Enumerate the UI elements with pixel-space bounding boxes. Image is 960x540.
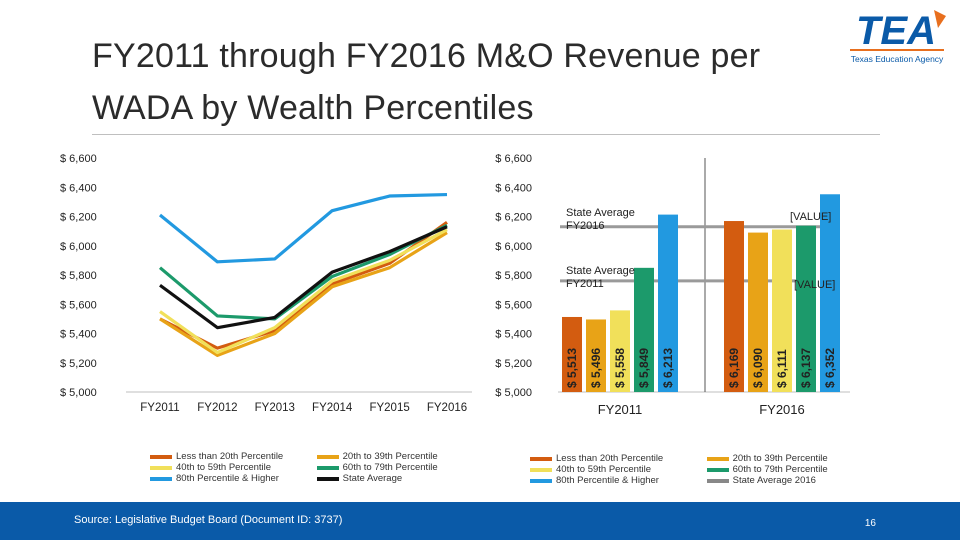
value-placeholder-2016: [VALUE] — [790, 211, 831, 223]
legend-swatch — [530, 456, 552, 461]
y-tick-label: $ 6,200 — [495, 212, 532, 224]
y-tick-label: $ 5,600 — [60, 299, 97, 311]
legend-swatch — [530, 478, 552, 483]
legend-swatch — [706, 456, 729, 461]
state-average-2011-label: State Average FY2011 — [566, 265, 635, 290]
series-line-lt20 — [159, 221, 448, 350]
bar-value-label: $ 6,352 — [823, 348, 837, 388]
legend-item: State Average 2016 — [706, 475, 828, 486]
tea-logo: TEA Texas Education Agency — [850, 9, 946, 64]
legend-swatch — [530, 467, 552, 472]
legend-item: Less than 20th Percentile — [530, 453, 704, 464]
y-tick-label: $ 5,400 — [60, 329, 97, 341]
x-tick-label: FY2014 — [312, 402, 353, 414]
legend-item: 60th to 79th Percentile — [706, 464, 828, 475]
x-tick-label: FY2012 — [197, 402, 237, 414]
y-tick-label: $ 5,800 — [60, 270, 97, 282]
legend-swatch — [706, 478, 729, 483]
y-tick-label: $ 6,400 — [60, 182, 97, 194]
y-tick-label: $ 6,000 — [60, 241, 97, 253]
bar-chart-legend: Less than 20th Percentile 40th to 59th P… — [530, 453, 828, 486]
legend-item: 40th to 59th Percentile — [530, 464, 704, 475]
x-tick-label: FY2015 — [369, 402, 409, 414]
legend-swatch — [316, 465, 339, 470]
group-label: FY2011 — [598, 402, 643, 417]
y-tick-label: $ 5,400 — [495, 329, 532, 341]
line-chart-legend: Less than 20th Percentile 40th to 59th P… — [150, 451, 438, 484]
bar-FY2011-p40_59 — [610, 310, 630, 392]
source-note: Source: Legislative Budget Board (Docume… — [74, 514, 343, 526]
bar-FY2016-lt20 — [724, 221, 744, 392]
y-tick-label: $ 5,800 — [495, 270, 532, 282]
legend-item: 80th Percentile & Higher — [530, 475, 704, 486]
series-line-p20_39 — [159, 231, 448, 358]
title-divider — [92, 134, 880, 135]
legend-swatch — [706, 467, 729, 472]
state-average-2016-label: State Average FY2016 — [566, 207, 635, 232]
bar-FY2011-p20_39 — [586, 319, 606, 392]
bar-value-label: $ 6,213 — [661, 348, 675, 388]
page-title: FY2011 through FY2016 M&O Revenue per WA… — [92, 37, 761, 127]
x-tick-label: FY2016 — [427, 402, 467, 414]
bar-value-label: $ 6,111 — [775, 349, 789, 388]
bar-value-label: $ 6,169 — [727, 348, 741, 388]
legend-item: 40th to 59th Percentile — [150, 462, 314, 473]
legend-item: State Average — [316, 473, 438, 484]
y-tick-label: $ 5,200 — [60, 358, 97, 370]
bar-FY2016-p40_59 — [772, 229, 792, 392]
y-tick-label: $ 6,000 — [495, 241, 532, 253]
y-tick-label: $ 5,200 — [495, 358, 532, 370]
legend-swatch — [316, 454, 339, 459]
series-line-p80 — [158, 192, 448, 264]
y-tick-label: $ 5,000 — [495, 387, 532, 399]
bar-FY2016-p60_79 — [796, 225, 816, 392]
footer-bar: Source: Legislative Budget Board (Docume… — [0, 502, 960, 540]
legend-item: 20th to 39th Percentile — [706, 453, 828, 464]
bar-FY2016-p20_39 — [748, 232, 768, 392]
x-tick-label: FY2011 — [140, 402, 179, 414]
y-tick-label: $ 6,600 — [60, 153, 97, 165]
bar-value-label: $ 5,849 — [637, 348, 651, 388]
logo-flag-icon — [934, 10, 946, 28]
x-tick-label: FY2013 — [255, 402, 295, 414]
bar-chart: $ 5,000 $ 5,200 $ 5,400 $ 5,600 $ 5,800 $ 6,0… — [495, 153, 850, 417]
bar-value-label: $ 5,558 — [613, 348, 627, 388]
bar-FY2016-p80 — [820, 194, 840, 392]
value-placeholder-2011: [VALUE] — [794, 279, 835, 291]
y-tick-label: $ 5,600 — [495, 299, 532, 311]
logo-word: TEA — [856, 9, 936, 53]
page-number: 16 — [864, 518, 876, 529]
series-line-p40_59 — [159, 228, 448, 355]
legend-swatch — [150, 454, 172, 459]
line-chart: $ 5,000 $ 5,200 $ 5,400 $ 5,600 $ 5,800 $ 6,0… — [60, 153, 472, 414]
bar-value-label: $ 5,496 — [589, 348, 603, 388]
legend-swatch — [150, 476, 172, 481]
legend-item: 60th to 79th Percentile — [316, 462, 438, 473]
bar-FY2011-p60_79 — [634, 267, 654, 392]
y-tick-label: $ 6,400 — [495, 182, 532, 194]
bar-value-label: $ 6,090 — [751, 348, 765, 388]
legend-swatch — [316, 476, 339, 481]
logo-subtitle: Texas Education Agency — [851, 54, 944, 64]
y-tick-label: $ 5,000 — [60, 387, 97, 399]
group-label: FY2016 — [759, 402, 805, 417]
legend-item: Less than 20th Percentile — [150, 451, 314, 462]
bar-FY2011-p80 — [658, 214, 678, 392]
y-tick-label: $ 6,600 — [495, 153, 532, 165]
legend-item: 20th to 39th Percentile — [316, 451, 438, 462]
legend-swatch — [150, 465, 172, 470]
y-tick-label: $ 6,200 — [60, 212, 97, 224]
bar-FY2011-lt20 — [562, 316, 582, 392]
bar-value-label: $ 5,513 — [565, 348, 579, 388]
series-line-p60_79 — [158, 223, 448, 321]
bar-value-label: $ 6,137 — [799, 348, 813, 388]
series-line-state — [159, 225, 448, 330]
legend-item: 80th Percentile & Higher — [150, 473, 314, 484]
